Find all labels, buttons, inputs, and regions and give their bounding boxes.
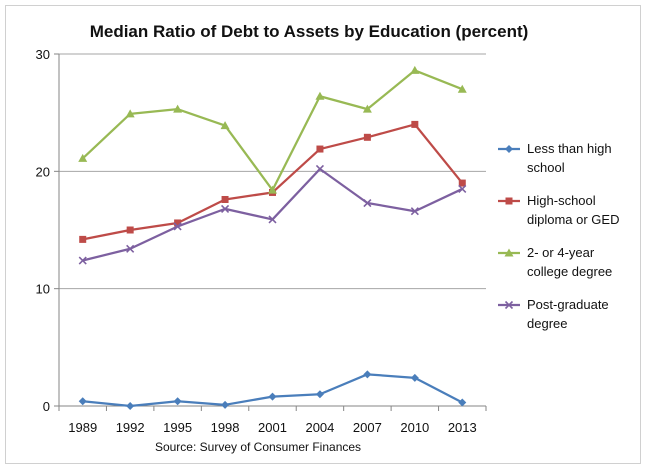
y-tick-label: 30 [36, 47, 50, 62]
legend-item-1: Less than high school [498, 141, 612, 175]
legend-swatch-marker [505, 197, 513, 205]
data-point [221, 195, 229, 203]
data-point [315, 164, 325, 174]
data-point [410, 65, 420, 74]
x-tick-label: 2004 [305, 420, 334, 435]
data-point [268, 185, 277, 194]
data-point [458, 179, 466, 187]
legend-label: Less than high [527, 141, 612, 156]
data-point [316, 145, 324, 153]
x-tick-label: 2010 [400, 420, 429, 435]
marker-stroke [126, 244, 135, 253]
legend-label: school [527, 160, 565, 175]
legend-swatch-marker [504, 248, 514, 257]
data-point [174, 219, 182, 227]
series-line [81, 69, 463, 192]
source-note: Source: Survey of Consumer Finances [155, 440, 361, 454]
data-point [363, 198, 372, 208]
marker-stroke [173, 222, 182, 231]
legend-item-2: High-school diploma or GED [498, 193, 619, 227]
chart-frame: Median Ratio of Debt to Assets by Educat… [5, 5, 641, 464]
data-point [173, 222, 182, 231]
series-3 [78, 65, 467, 194]
chart-title: Median Ratio of Debt to Assets by Educat… [90, 22, 529, 41]
data-point [363, 370, 372, 379]
data-point [457, 84, 467, 93]
marker-stroke [410, 207, 419, 216]
marker-stroke [220, 204, 230, 213]
series-line [82, 123, 464, 241]
y-tick-label: 20 [36, 164, 50, 179]
legend: Less than high school High-school diploma o… [498, 141, 619, 331]
data-point [220, 121, 230, 130]
series-1 [78, 370, 467, 410]
line-chart: Median Ratio of Debt to Assets by Educat… [36, 22, 620, 454]
legend-label: 2- or 4-year [527, 245, 595, 260]
data-point [315, 390, 324, 399]
x-tick-label: 2001 [258, 420, 287, 435]
legend-label: diploma or GED [527, 212, 619, 227]
marker-stroke [268, 215, 277, 224]
x-tick-label: 1998 [211, 420, 240, 435]
data-point [363, 133, 371, 141]
data-point [362, 104, 372, 113]
marker-stroke [504, 300, 514, 310]
legend-label: Post-graduate [527, 297, 609, 312]
marker-stroke [363, 198, 372, 208]
series-layer [78, 65, 467, 410]
marker-stroke [78, 256, 87, 265]
marker-stroke [458, 184, 467, 193]
axes: 0 10 20 30 1989 1992 1995 1998 2001 2004 2007 2010 2… [36, 47, 487, 435]
legend-swatch-marker [505, 145, 513, 153]
data-point [78, 153, 88, 162]
y-tick-label: 10 [36, 282, 50, 297]
data-point [458, 398, 467, 407]
x-tick-label: 1995 [163, 420, 192, 435]
data-point [126, 244, 135, 253]
data-point [315, 91, 325, 100]
series-4 [78, 164, 467, 265]
data-point [173, 104, 183, 113]
data-point [411, 120, 419, 128]
series-line [82, 373, 463, 408]
data-point [268, 392, 277, 401]
legend-swatch-marker [504, 300, 514, 310]
grid [59, 53, 486, 290]
data-point [125, 109, 135, 118]
data-point [173, 397, 182, 406]
x-tick-label: 2007 [353, 420, 382, 435]
legend-label: High-school [527, 193, 596, 208]
data-point [78, 397, 87, 406]
legend-item-3: 2- or 4-year college degree [498, 245, 612, 279]
x-tick-label: 1989 [68, 420, 97, 435]
data-point [410, 207, 419, 216]
legend-label: college degree [527, 264, 612, 279]
data-point [220, 204, 230, 213]
data-point [410, 373, 419, 382]
data-point [268, 215, 277, 224]
series-2 [79, 120, 466, 243]
data-point [126, 226, 134, 234]
data-point [126, 402, 135, 410]
data-point [79, 235, 87, 243]
y-tick-label: 0 [43, 399, 50, 414]
legend-label: degree [527, 316, 567, 331]
legend-item-4: Post-graduate degree [498, 297, 609, 331]
x-tick-label: 2013 [448, 420, 477, 435]
series-line [82, 167, 463, 262]
x-tick-label: 1992 [116, 420, 145, 435]
data-point [221, 400, 230, 409]
data-point [78, 256, 87, 265]
marker-stroke [315, 164, 325, 174]
data-point [458, 184, 467, 193]
